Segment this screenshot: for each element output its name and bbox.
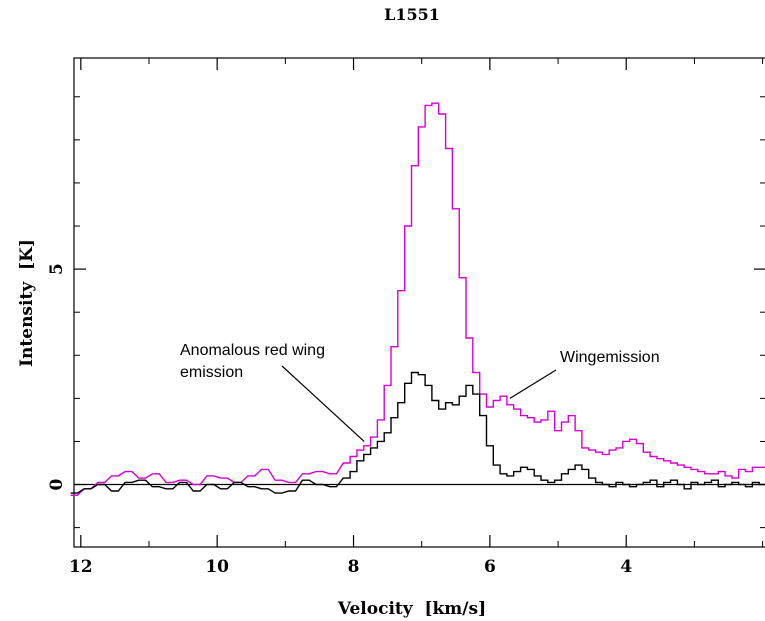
x-tick-label: 6 [484,557,496,577]
plot-frame [73,57,765,548]
series-0-line [70,102,765,496]
annotation-wing-emission-pointer [509,369,557,399]
annotation-red-wing-line2: emission [180,364,243,381]
y-tick-label: 0 [47,478,67,490]
x-tick-label: 12 [69,557,93,577]
x-tick-label: 4 [620,557,632,577]
series-layer [70,102,765,496]
y-tick-label: 5 [47,263,67,275]
annotation-wing-emission: Wingemission [560,349,660,366]
annotation-red-wing-pointer [281,365,365,442]
series-1-line [70,371,765,494]
annotations: Anomalous red wing emission Wingemission [180,342,660,442]
annotation-red-wing-line1: Anomalous red wing [180,342,325,359]
x-tick-label: 8 [348,557,360,577]
y-axis-label: Intensity [K] [17,239,37,367]
chart-title: L1551 [384,5,440,24]
axis-ticks: 12 10 8 6 4 0 5 [47,58,765,577]
x-tick-label: 10 [205,557,229,577]
x-axis-label: Velocity [km/s] [337,599,486,619]
